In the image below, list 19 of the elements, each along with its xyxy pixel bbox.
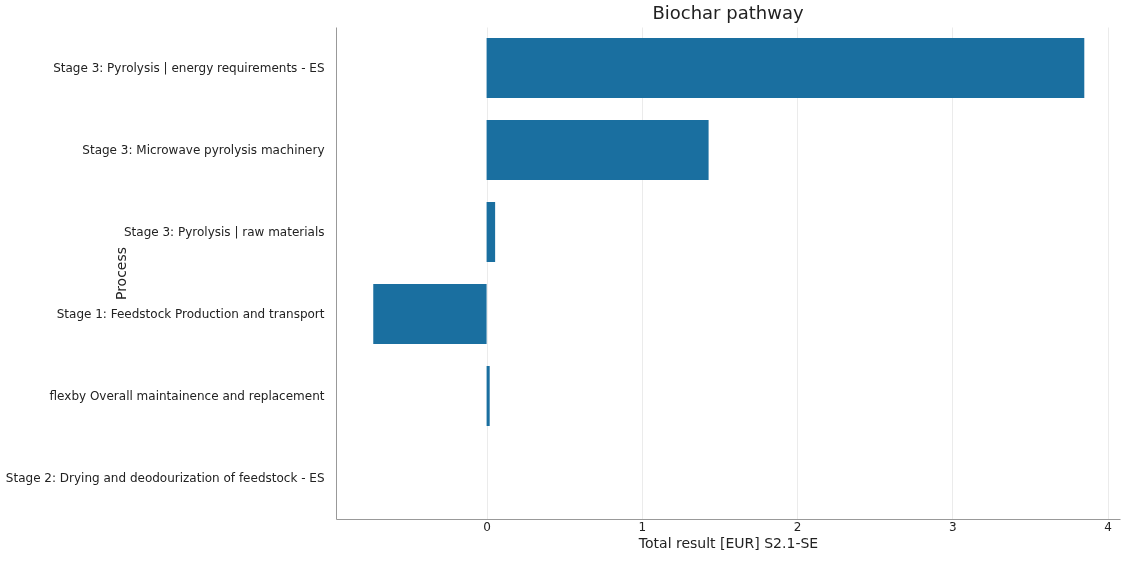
x-tick-label: 0 (483, 519, 491, 534)
bar (486, 38, 1085, 98)
x-tick-label: 3 (949, 519, 957, 534)
x-axis-title: Total result [EUR] S2.1-SE (637, 534, 819, 551)
bar (486, 366, 490, 426)
x-tick-label: 1 (638, 519, 647, 534)
x-tick-label: 4 (1104, 519, 1112, 534)
x-tick-label: 2 (793, 519, 802, 534)
bar (486, 120, 709, 180)
y-tick-label: Stage 2: Drying and deodourization of feedstock - ES (5, 471, 325, 485)
y-axis-title: Process (112, 246, 129, 301)
bar (486, 202, 496, 262)
y-tick-label: flexby Overall maintainence and replacement (49, 389, 325, 403)
chart-title: Biochar pathway (652, 2, 804, 23)
bar (373, 284, 487, 344)
y-tick-label: Stage 3: Pyrolysis | raw materials (123, 225, 325, 239)
y-tick-label: Stage 1: Feedstock Production and transport (56, 307, 325, 321)
y-tick-label: Stage 3: Microwave pyrolysis machinery (82, 143, 325, 157)
y-tick-label: Stage 3: Pyrolysis | energy requirements - ES (53, 61, 325, 75)
